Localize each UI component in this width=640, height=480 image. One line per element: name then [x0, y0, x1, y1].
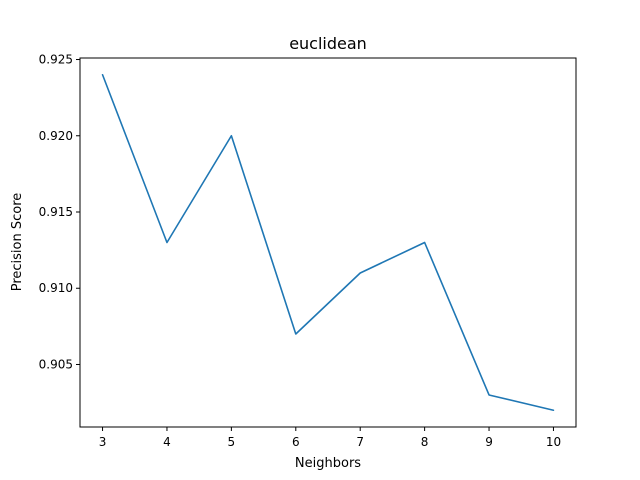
y-tick-label: 0.915 — [39, 205, 73, 219]
y-tick-label: 0.920 — [39, 129, 73, 143]
chart-title: euclidean — [289, 34, 367, 53]
x-tick-label: 3 — [99, 435, 107, 449]
axes-frame — [79, 57, 577, 428]
y-axis-label: Precision Score — [10, 193, 25, 292]
x-tick-label: 10 — [546, 435, 561, 449]
series-line-0 — [101, 73, 555, 412]
x-tick-label: 5 — [228, 435, 236, 449]
x-tick-label: 8 — [421, 435, 429, 449]
x-tick-label: 7 — [356, 435, 364, 449]
x-tick-label: 4 — [163, 435, 171, 449]
x-tick-label: 9 — [485, 435, 493, 449]
y-tick-label: 0.925 — [39, 53, 73, 67]
y-tick-label: 0.910 — [39, 281, 73, 295]
x-axis-label: Neighbors — [295, 456, 361, 471]
plot-area: 3 4 5 6 7 8 9 10 0.905 0.910 0.915 0.920 0.925 — [39, 53, 577, 449]
y-tick-label: 0.905 — [39, 357, 73, 371]
x-tick-label: 6 — [292, 435, 300, 449]
